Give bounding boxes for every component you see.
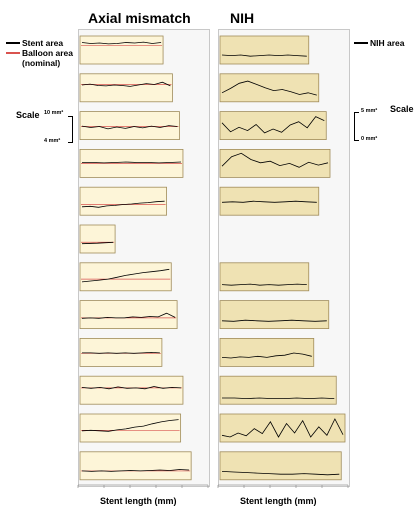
legend-balloon-label: Balloon area	[22, 48, 74, 58]
stent-area-line-5	[81, 200, 165, 208]
axial-panel-1	[79, 35, 164, 65]
stent-area-line-12	[81, 469, 190, 472]
axial-panel-5	[79, 186, 167, 216]
stent-area-line-4	[82, 161, 182, 164]
axial-panel-12	[79, 451, 192, 481]
stent-area-line-1	[81, 41, 162, 45]
axial-panel-8	[79, 300, 178, 330]
legend-nominal-label: (nominal)	[22, 58, 61, 68]
nih-panel-2	[219, 73, 320, 103]
legend-balloon-item: Balloon area	[4, 48, 73, 58]
nih-panel-11	[219, 413, 346, 443]
nih-panel-3	[219, 111, 327, 140]
axial-panel-10	[79, 375, 184, 405]
nih-panel-1	[219, 35, 310, 65]
legend-nih-swatch	[354, 42, 368, 44]
stent-area-line-3	[81, 125, 178, 130]
nih-panel-8	[219, 300, 330, 330]
nih-area-line-11	[221, 418, 344, 438]
stent-area-line-11	[81, 419, 179, 432]
stent-area-line-7	[81, 268, 170, 283]
scale-left-label: Scale	[16, 110, 40, 120]
nih-area-line-10	[222, 397, 335, 400]
nih-panel-5	[219, 186, 320, 216]
nih-area-line-5	[221, 200, 317, 203]
scale-right-label: Scale	[390, 104, 414, 114]
nih-area-line-2	[221, 80, 317, 96]
legend-left: Stent area Balloon area (nominal)	[4, 38, 73, 68]
axial-panel-2	[79, 73, 173, 103]
nih-panel-10	[219, 375, 337, 405]
legend-stent-swatch	[6, 42, 20, 44]
stent-area-line-6	[81, 241, 114, 245]
nih-area-line-4	[221, 152, 329, 168]
axial-panel-7	[79, 262, 172, 292]
scale-right-top: 5 mm²	[361, 108, 378, 114]
nih-area-line-12	[221, 471, 340, 476]
legend-stent-label: Stent area	[22, 38, 64, 48]
stent-area-line-8	[81, 312, 176, 319]
axial-panel-6	[79, 224, 116, 254]
nih-area-line-8	[221, 319, 327, 322]
scale-left-bracket	[68, 116, 73, 143]
nih-area-line-1	[221, 54, 307, 57]
nih-area-line-7	[221, 283, 307, 286]
stent-area-line-2	[81, 81, 171, 87]
legend-stent-item: Stent area	[4, 38, 73, 48]
stent-area-line-10	[81, 386, 182, 390]
nih-panel-7	[219, 262, 310, 292]
legend-right: NIH area	[352, 38, 405, 48]
scale-right-bottom: 0 mm²	[361, 136, 378, 142]
nih-panel-9	[219, 337, 315, 367]
right-column-frame	[218, 29, 350, 487]
legend-balloon-swatch	[6, 52, 20, 54]
x-axis-label-right: Stent length (mm)	[240, 496, 317, 506]
nih-title: NIH	[230, 10, 255, 26]
stent-area-line-9	[82, 351, 160, 354]
scale-left-bottom: 4 mm²	[44, 138, 61, 144]
scale-right-bracket	[354, 112, 359, 141]
left-column-frame	[78, 29, 210, 487]
nih-area-line-3	[221, 116, 325, 134]
legend-nih-label: NIH area	[370, 38, 405, 48]
scale-left-top: 10 mm²	[44, 110, 64, 116]
axial-panel-3	[79, 111, 180, 140]
axial-mismatch-title: Axial mismatch	[88, 10, 191, 26]
x-axis-label-left: Stent length (mm)	[100, 496, 177, 506]
nih-panel-12	[219, 451, 342, 481]
nih-area-line-9	[221, 352, 312, 359]
